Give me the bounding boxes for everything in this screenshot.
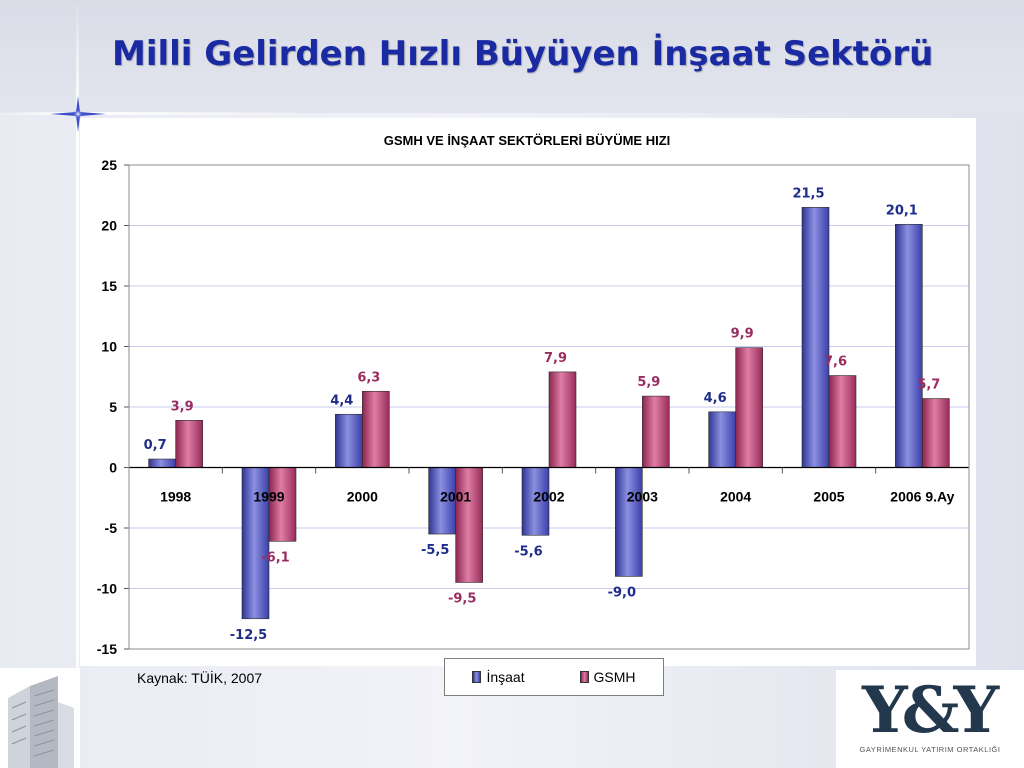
y-tick-label: 10 — [101, 339, 117, 355]
y-tick-label: -15 — [97, 641, 117, 657]
decor-vertical-line — [76, 0, 79, 768]
bar-insaat-1 — [241, 467, 270, 620]
x-tick-label: 1998 — [160, 489, 191, 505]
company-logo: Y&Y — [862, 673, 999, 748]
x-tick-label: 2006 9.Ay — [890, 489, 954, 505]
x-tick-label: 2004 — [720, 489, 751, 505]
data-label-gsmh-7: 7,6 — [824, 355, 847, 370]
bar-insaat-3 — [428, 467, 456, 535]
y-tick-label: -10 — [97, 581, 117, 597]
x-tick-label: 1999 — [253, 489, 284, 505]
bar-gsmh-3 — [455, 467, 483, 583]
legend-label-gsmh: GSMH — [593, 669, 636, 685]
data-label-insaat-2: 4,4 — [330, 393, 353, 408]
data-labels: 0,7 3,9 -12,5 -6,1 4,4 6,3 -5,5 -9,5 -5,6 7,9 -9,0… — [144, 186, 941, 642]
data-label-insaat-6: 4,6 — [704, 391, 727, 406]
x-tick-label: 2001 — [440, 489, 471, 505]
y-tick-label: 15 — [101, 278, 117, 294]
data-label-gsmh-4: 7,9 — [544, 351, 567, 366]
data-label-insaat-5: -9,0 — [608, 585, 636, 600]
data-label-insaat-8: 20,1 — [886, 203, 918, 218]
title-band — [0, 0, 1024, 113]
logo-box — [836, 670, 1024, 768]
bar-insaat-4 — [521, 467, 550, 536]
y-tick-label: 5 — [109, 399, 117, 415]
building-illustration — [0, 668, 80, 768]
source-note: Kaynak: TÜİK, 2007 — [137, 670, 263, 686]
bar-insaat-6 — [708, 411, 736, 468]
bar-gsmh-5 — [642, 395, 670, 468]
x-axis-ticks: 1998 1999 2000 2001 2002 2003 2004 2005 2006 9.A… — [129, 466, 969, 505]
x-tick-label: 2005 — [813, 489, 844, 505]
x-tick-label: 2000 — [347, 489, 378, 505]
legend-item-gsmh: GSMH — [579, 669, 636, 685]
slide-title: Milli Gelirden Hızlı Büyüyen İnşaat Sekt… — [112, 34, 934, 74]
data-label-gsmh-8: 5,7 — [917, 378, 940, 393]
bar-insaat-8 — [895, 223, 923, 468]
bar-gsmh-4 — [548, 371, 577, 468]
bar-insaat-5 — [615, 467, 643, 577]
data-label-gsmh-2: 6,3 — [357, 370, 380, 385]
y-tick-label: 25 — [101, 157, 117, 173]
data-label-gsmh-6: 9,9 — [731, 327, 754, 342]
legend-label-insaat: İnşaat — [486, 669, 525, 685]
sparkle-icon — [50, 96, 106, 132]
bar-gsmh-1 — [268, 467, 297, 542]
data-label-gsmh-5: 5,9 — [637, 375, 660, 390]
bar-gsmh-0 — [175, 420, 203, 468]
legend-swatch-insaat — [472, 671, 482, 683]
y-axis-ticks: -15 -10 -5 0 5 10 15 20 25 — [97, 157, 129, 657]
data-label-gsmh-3: -9,5 — [448, 591, 476, 606]
bars — [148, 207, 950, 620]
data-label-insaat-4: -5,6 — [514, 544, 542, 559]
chart-legend: İnşaat GSMH — [444, 658, 664, 696]
data-label-insaat-0: 0,7 — [144, 438, 167, 453]
bar-gsmh-8 — [922, 398, 950, 468]
bar-gsmh-7 — [828, 375, 857, 468]
data-label-insaat-1: -12,5 — [230, 628, 267, 643]
company-logo-subtitle: GAYRİMENKUL YATIRIM ORTAKLIĞI — [859, 745, 1001, 754]
bar-insaat-0 — [148, 458, 176, 468]
bar-gsmh-6 — [735, 347, 763, 468]
plot-frame — [128, 164, 970, 650]
data-label-gsmh-1: -6,1 — [261, 550, 289, 565]
bar-insaat-7 — [801, 207, 830, 468]
decor-horizontal-line — [0, 112, 300, 115]
data-label-gsmh-0: 3,9 — [171, 399, 194, 414]
bar-chart: GSMH VE İNŞAAT SEKTÖRLERİ BÜYÜME HIZI -1… — [97, 133, 970, 657]
chart-title: GSMH VE İNŞAAT SEKTÖRLERİ BÜYÜME HIZI — [384, 133, 671, 148]
x-tick-label: 2003 — [627, 489, 658, 505]
y-tick-label: 20 — [101, 218, 117, 234]
x-tick-label: 2002 — [533, 489, 564, 505]
legend-swatch-gsmh — [579, 671, 589, 683]
y-tick-label: -5 — [105, 520, 118, 536]
data-label-insaat-7: 21,5 — [792, 186, 824, 201]
bar-gsmh-2 — [362, 390, 390, 468]
bar-insaat-2 — [335, 413, 363, 468]
data-label-insaat-3: -5,5 — [421, 543, 449, 558]
y-tick-label: 0 — [109, 460, 117, 476]
legend-item-insaat: İnşaat — [472, 669, 525, 685]
